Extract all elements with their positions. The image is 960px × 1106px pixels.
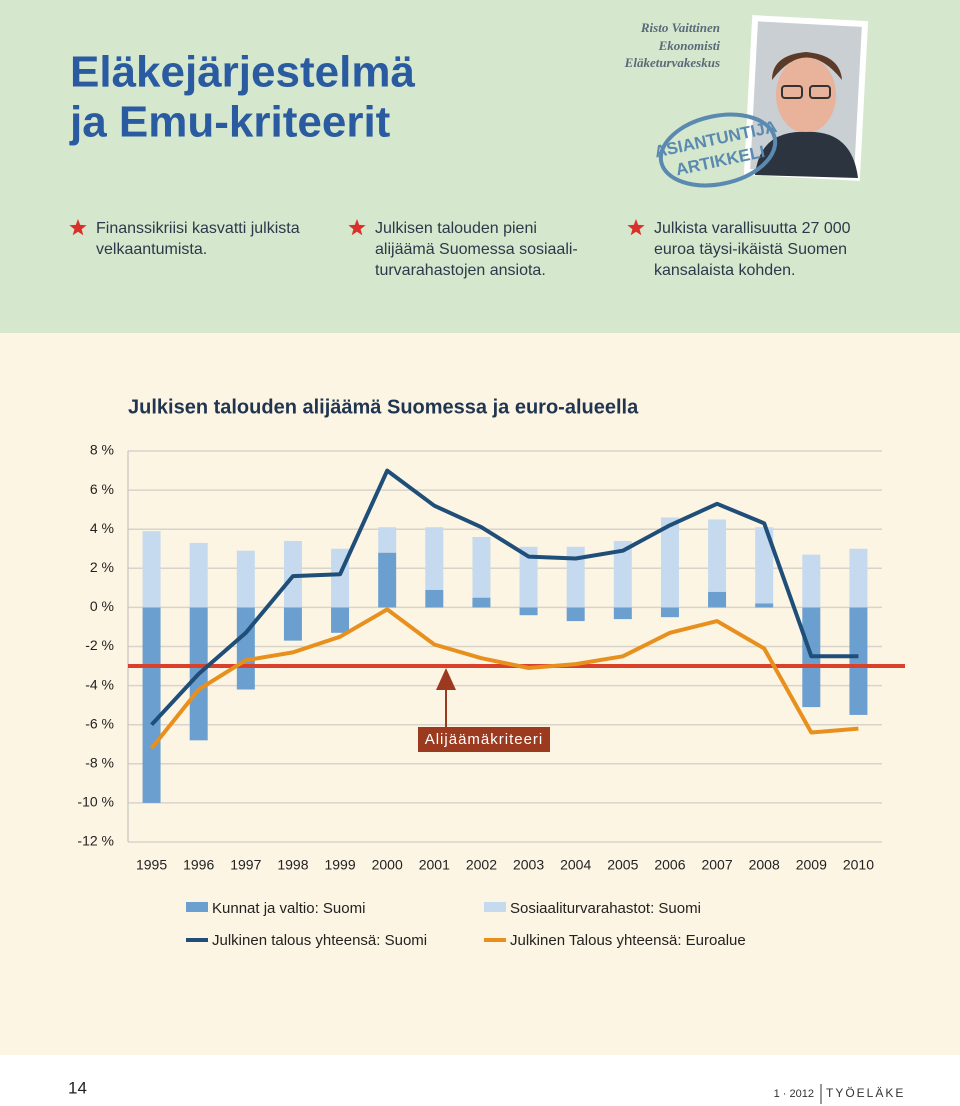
legend-swatch: [186, 902, 208, 912]
bar: [142, 531, 161, 608]
issue: 1 · 2012: [774, 1088, 814, 1100]
legend-label: Julkinen Talous yhteensä: Euroalue: [510, 932, 746, 949]
bar: [755, 527, 774, 604]
bullet-text: turvarahastojen ansiota.: [375, 262, 546, 279]
bar: [425, 589, 444, 608]
author: Ekonomisti: [658, 38, 721, 53]
x-tick-label: 2001: [419, 857, 450, 873]
annotation-box: [418, 727, 550, 752]
chart-title: Julkisen talouden alijäämä Suomessa ja e…: [128, 396, 639, 418]
legend-label: Kunnat ja valtio: Suomi: [212, 900, 365, 917]
star-icon: [627, 219, 645, 236]
x-tick-label: 2004: [560, 857, 591, 873]
x-tick-label: 1996: [183, 857, 214, 873]
bar: [708, 519, 727, 592]
bullet-text: euroa täysi-ikäistä Suomen: [654, 241, 847, 258]
bar: [802, 554, 821, 608]
x-tick-label: 1997: [230, 857, 261, 873]
line-series: [150, 468, 859, 727]
author: Eläketurvakeskus: [624, 55, 720, 70]
author: Risto Vaittinen: [640, 20, 720, 35]
bar: [425, 527, 444, 590]
line-series: [150, 607, 859, 750]
bar: [142, 607, 161, 803]
bullet-text: Finanssikriisi kasvatti julkista: [96, 220, 300, 237]
title: ja Emu-kriteerit: [69, 98, 391, 147]
magazine: TYÖELÄKE: [826, 1086, 905, 1100]
annotation-text: Alijäämäkriteeri: [425, 731, 544, 748]
x-tick-label: 2002: [466, 857, 497, 873]
bar: [849, 548, 868, 608]
x-tick-label: 2000: [372, 857, 403, 873]
x-tick-label: 2010: [843, 857, 874, 873]
bullet-text: Julkista varallisuutta 27 000: [654, 220, 851, 237]
bar: [613, 540, 632, 608]
y-tick-label: 2 %: [90, 559, 114, 575]
footer-band: [0, 1055, 960, 1106]
bar: [755, 603, 774, 608]
y-tick-label: -12 %: [77, 833, 114, 849]
bar: [236, 607, 255, 690]
bar: [566, 607, 585, 622]
bar: [283, 607, 302, 641]
x-tick-label: 1999: [324, 857, 355, 873]
y-tick-label: -2 %: [85, 637, 114, 653]
legend-swatch: [484, 902, 506, 912]
bar: [519, 546, 538, 608]
x-tick-label: 2009: [796, 857, 827, 873]
y-tick-label: 0 %: [90, 598, 114, 614]
x-tick-label: 2006: [654, 857, 685, 873]
x-tick-label: 1998: [277, 857, 308, 873]
annotation-arrowhead: [436, 668, 456, 690]
y-tick-label: 8 %: [90, 442, 114, 458]
x-tick-label: 2005: [607, 857, 638, 873]
bar: [660, 607, 679, 618]
bullet-text: velkaantumista.: [96, 241, 207, 258]
x-tick-label: 2003: [513, 857, 544, 873]
bullet-text: Julkisen talouden pieni: [375, 220, 537, 237]
x-tick-label: 2008: [749, 857, 780, 873]
bar: [660, 517, 679, 608]
bar: [472, 597, 491, 608]
bar: [236, 550, 255, 608]
legend-label: Julkinen talous yhteensä: Suomi: [212, 932, 427, 949]
star-icon: [348, 219, 366, 236]
y-tick-label: 6 %: [90, 481, 114, 497]
y-tick-label: -6 %: [85, 715, 114, 731]
star-icon: [69, 219, 87, 236]
x-tick-label: 1995: [136, 857, 167, 873]
bar: [472, 537, 491, 598]
y-tick-label: -4 %: [85, 676, 114, 692]
bar: [189, 542, 208, 608]
bullet-text: alijäämä Suomessa sosiaali-: [375, 241, 578, 258]
bullet-text: kansalaista kohden.: [654, 262, 795, 279]
title: Eläkejärjestelmä: [70, 48, 415, 97]
bar: [331, 607, 350, 633]
bar: [519, 607, 538, 616]
photo: [743, 15, 869, 181]
bar: [708, 591, 727, 608]
bar: [613, 607, 632, 620]
legend-label: Sosiaaliturvarahastot: Suomi: [510, 900, 701, 917]
bar: [566, 546, 585, 608]
bar: [378, 552, 397, 608]
y-tick-label: -10 %: [77, 794, 114, 810]
x-tick-label: 2007: [701, 857, 732, 873]
y-tick-label: 4 %: [90, 520, 114, 536]
page-number: 14: [68, 1078, 87, 1097]
bar: [849, 607, 868, 715]
bar: [378, 527, 397, 553]
y-tick-label: -8 %: [85, 755, 114, 771]
